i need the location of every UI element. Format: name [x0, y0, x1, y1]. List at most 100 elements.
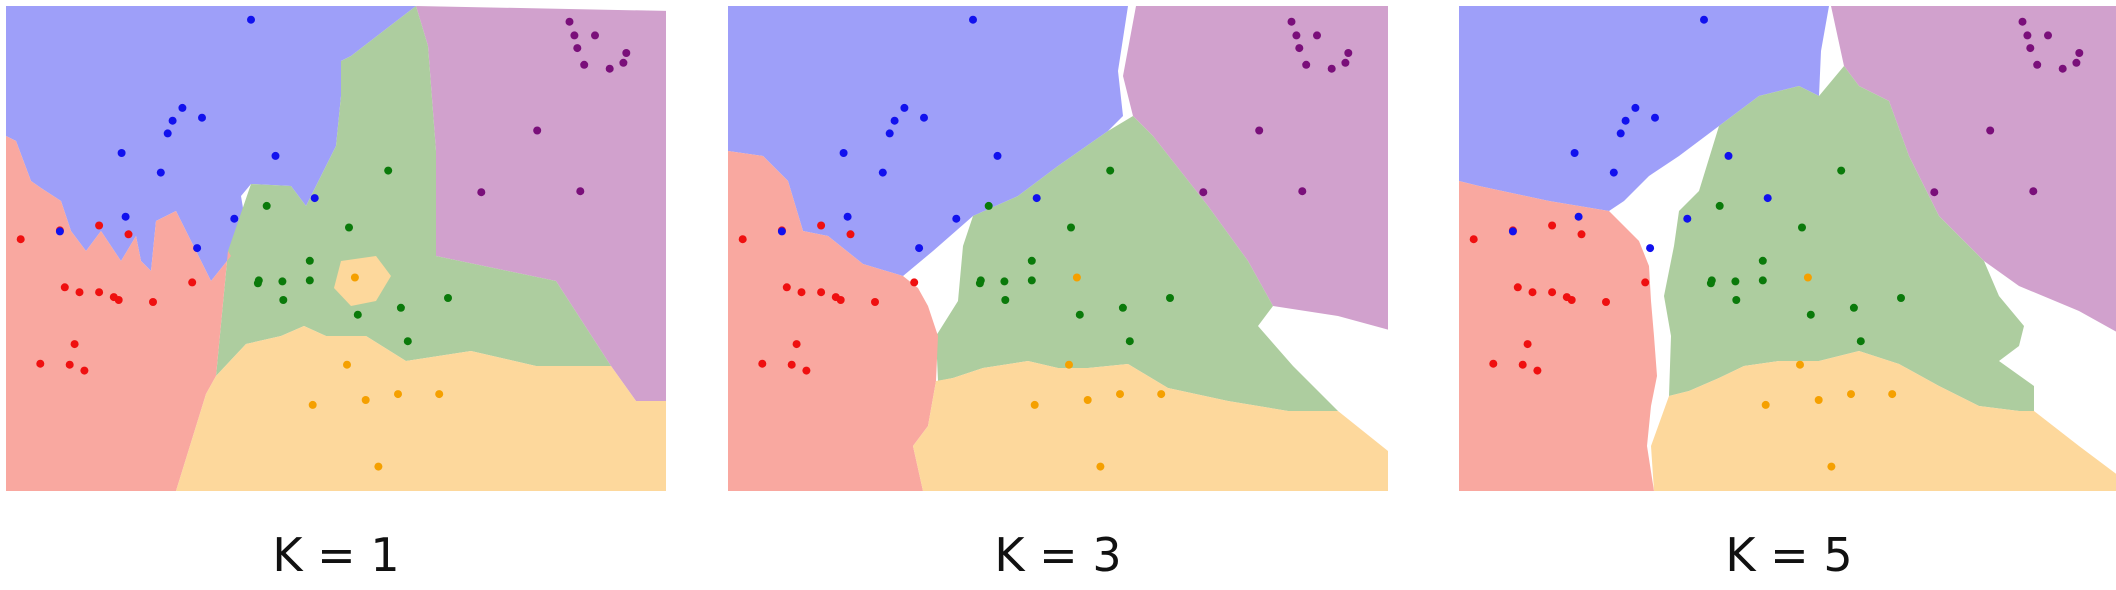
data-point-red — [95, 221, 104, 230]
data-points — [738, 15, 1353, 471]
data-point-orange — [1827, 462, 1836, 471]
data-point-blue — [230, 214, 239, 223]
data-point-blue — [1508, 227, 1517, 236]
data-points — [1469, 15, 2084, 471]
data-point-blue — [163, 129, 172, 138]
data-point-blue — [178, 103, 187, 112]
data-point-blue — [1700, 15, 1708, 24]
data-point-blue — [1609, 168, 1618, 177]
region-blue — [6, 6, 416, 281]
data-point-purple — [2044, 31, 2052, 40]
data-point-red — [802, 366, 811, 375]
data-point-purple — [1255, 126, 1264, 135]
data-point-purple — [1302, 60, 1311, 69]
data-point-orange — [1072, 273, 1081, 282]
data-point-red — [782, 283, 791, 292]
knn-panel-k5 — [1459, 6, 2116, 494]
data-point-red — [797, 288, 806, 297]
data-point-blue — [1621, 116, 1630, 125]
data-point-blue — [843, 212, 852, 221]
data-point-blue — [885, 129, 894, 138]
data-point-green — [1000, 277, 1009, 286]
data-point-orange — [1814, 396, 1823, 404]
data-point-blue — [839, 149, 848, 157]
data-point-red — [817, 288, 826, 297]
data-point-red — [95, 288, 104, 297]
data-point-blue — [1631, 103, 1640, 112]
data-point-blue — [993, 151, 1002, 160]
data-point-blue — [1574, 212, 1583, 221]
data-point-blue — [117, 149, 126, 157]
data-point-blue — [168, 116, 177, 125]
region-yellow-island — [334, 256, 391, 306]
data-point-red — [836, 296, 845, 304]
data-point-red — [758, 359, 767, 368]
data-point-blue — [777, 227, 786, 236]
data-point-purple — [477, 188, 486, 197]
data-point-purple — [1327, 64, 1336, 73]
data-point-purple — [576, 187, 585, 196]
data-point-purple — [605, 64, 614, 73]
data-points — [16, 15, 631, 471]
data-point-blue — [878, 168, 887, 177]
region-green — [216, 6, 611, 376]
data-point-purple — [533, 126, 542, 135]
data-point-green — [1075, 310, 1084, 319]
data-point-orange — [308, 400, 317, 409]
data-point-green — [1758, 256, 1767, 265]
data-point-green — [262, 201, 271, 210]
data-point-red — [1528, 288, 1537, 297]
data-point-red — [1641, 278, 1650, 287]
data-point-green — [1856, 337, 1865, 346]
data-point-purple — [1298, 187, 1307, 196]
data-point-purple — [1199, 188, 1208, 197]
data-point-green — [1118, 303, 1127, 312]
data-point-green — [279, 296, 288, 304]
region-red — [1459, 181, 1657, 491]
data-point-purple — [619, 58, 628, 67]
data-point-green — [1706, 279, 1715, 288]
region-purple — [1123, 6, 1388, 330]
data-point-red — [910, 278, 919, 287]
data-point-red — [792, 340, 801, 349]
data-point-purple — [1930, 188, 1939, 197]
data-point-red — [75, 288, 84, 297]
data-point-red — [1518, 360, 1527, 369]
data-point-purple — [1292, 31, 1301, 40]
data-point-blue — [900, 103, 909, 112]
data-point-orange — [1157, 390, 1166, 399]
decision-boundary-plot-k5 — [1459, 6, 2116, 491]
data-point-purple — [2029, 187, 2038, 196]
data-point-purple — [2072, 58, 2081, 67]
data-point-blue — [890, 116, 899, 125]
data-point-orange — [1761, 400, 1770, 409]
data-point-orange — [1030, 400, 1039, 409]
data-point-green — [1758, 276, 1767, 285]
data-point-green — [396, 303, 405, 312]
data-point-green — [1715, 201, 1724, 210]
data-point-blue — [1646, 244, 1655, 253]
data-point-red — [60, 283, 69, 292]
data-point-green — [1067, 223, 1075, 232]
data-point-orange — [350, 273, 359, 282]
data-point-red — [1602, 298, 1610, 306]
data-point-red — [65, 360, 74, 369]
data-point-green — [1732, 296, 1741, 304]
data-point-green — [353, 310, 362, 319]
data-point-orange — [343, 360, 351, 369]
data-point-purple — [565, 17, 574, 26]
data-point-orange — [1803, 273, 1812, 282]
data-point-purple — [1295, 44, 1304, 53]
data-point-purple — [1986, 126, 1995, 135]
data-point-green — [403, 337, 412, 346]
data-point-green — [278, 277, 287, 286]
data-point-red — [1567, 296, 1576, 304]
data-point-red — [1469, 235, 1478, 244]
data-point-red — [846, 230, 855, 239]
region-green — [936, 116, 1338, 411]
region-green — [1664, 66, 2034, 411]
data-point-blue — [156, 168, 165, 177]
data-point-blue — [969, 15, 977, 24]
data-point-orange — [1888, 390, 1897, 399]
decision-boundary-plot-k3 — [728, 6, 1388, 491]
